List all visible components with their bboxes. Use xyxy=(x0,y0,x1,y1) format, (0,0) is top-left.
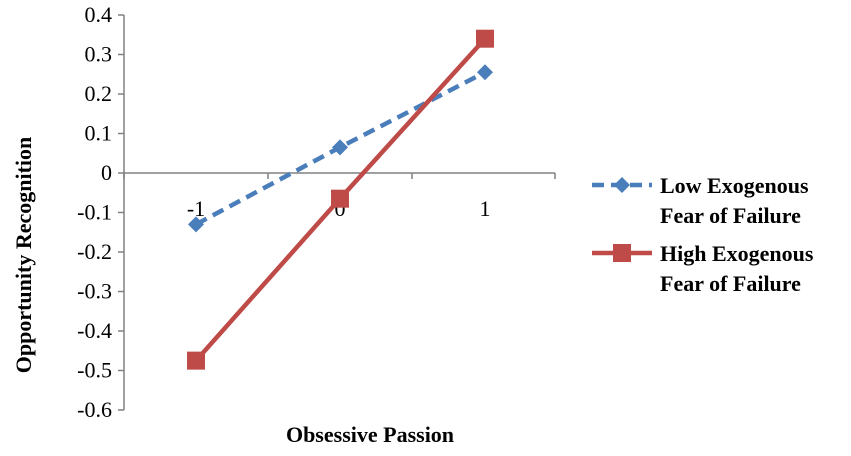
x-tick-label: -1 xyxy=(187,196,205,221)
series-point-0 xyxy=(188,216,204,233)
y-tick-label: 0.3 xyxy=(85,42,113,67)
y-tick-label: -0.1 xyxy=(77,200,112,225)
y-tick-label: -0.2 xyxy=(77,239,112,264)
y-tick-label: -0.3 xyxy=(77,279,112,304)
legend-label-1: Fear of Failure xyxy=(660,271,801,296)
legend-label-1: High Exogenous xyxy=(660,241,814,266)
legend-label-0: Fear of Failure xyxy=(660,203,801,228)
y-tick-label: -0.5 xyxy=(77,358,112,383)
legend-label-0: Low Exogenous xyxy=(660,173,809,198)
y-tick-label: -0.6 xyxy=(77,397,112,422)
y-tick-label: 0.2 xyxy=(85,81,113,106)
legend-marker-0 xyxy=(614,177,630,193)
x-tick-label: 0 xyxy=(335,196,346,221)
y-tick-label: 0.1 xyxy=(85,121,113,146)
y-tick-label: -0.4 xyxy=(77,318,112,343)
series-point-0 xyxy=(332,139,348,156)
series-point-0 xyxy=(477,64,493,81)
legend-marker-1 xyxy=(613,244,631,262)
x-tick-label: 1 xyxy=(480,196,491,221)
series-point-1 xyxy=(331,189,349,208)
series-point-1 xyxy=(476,29,494,48)
y-tick-label: 0 xyxy=(101,160,112,185)
x-axis-title: Obsessive Passion xyxy=(286,422,454,447)
y-tick-label: 0.4 xyxy=(85,2,113,27)
series-point-1 xyxy=(187,351,205,370)
y-axis-title: Opportunity Recognition xyxy=(11,137,36,374)
